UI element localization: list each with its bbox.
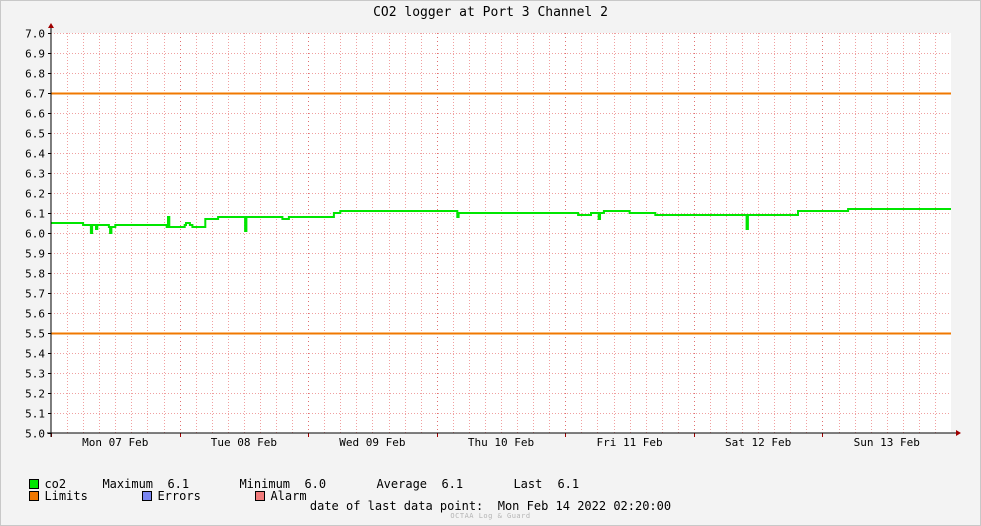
last-point-value: Mon Feb 14 2022 02:20:00 <box>497 499 672 513</box>
x-tick-label: Thu 10 Feb <box>468 436 534 449</box>
y-tick-label: 6.3 <box>25 168 45 181</box>
legend-max-value: 6.1 <box>167 477 190 491</box>
y-tick-label: 6.9 <box>25 48 45 61</box>
legend-alarm-label: Alarm <box>270 489 307 503</box>
legend-min-label: Minimum <box>239 477 291 491</box>
last-point-label: date of last data point: <box>309 499 484 513</box>
y-tick-label: 5.5 <box>25 328 45 341</box>
x-tick-label: Fri 11 Feb <box>596 436 662 449</box>
y-tick-label: 5.4 <box>25 348 45 361</box>
y-tick-label: 6.5 <box>25 128 45 141</box>
y-tick-label: 6.6 <box>25 108 45 121</box>
legend-avg-label: Average <box>376 477 428 491</box>
x-tick-label: Wed 09 Feb <box>339 436 405 449</box>
y-tick-label: 5.1 <box>25 408 45 421</box>
x-tick-label: Mon 07 Feb <box>82 436 148 449</box>
y-tick-label: 5.8 <box>25 268 45 281</box>
errors-swatch-icon <box>142 491 153 501</box>
watermark: OCTAA Log & Guard <box>450 512 531 520</box>
y-tick-label: 6.4 <box>25 148 45 161</box>
y-tick-label: 5.3 <box>25 368 45 381</box>
y-tick-label: 5.9 <box>25 248 45 261</box>
y-tick-label: 5.6 <box>25 308 45 321</box>
legend-last-label: Last <box>513 477 543 491</box>
co2-series-line <box>51 208 951 234</box>
legend-limits-label: Limits <box>44 489 88 503</box>
legend-min-value: 6.0 <box>304 477 327 491</box>
x-tick-label: Tue 08 Feb <box>211 436 277 449</box>
y-tick-label: 7.0 <box>25 28 45 41</box>
legend-errors-label: Errors <box>157 489 201 503</box>
legend-row-markers: Limits Errors Alarm <box>15 475 330 503</box>
legend-avg-value: 6.1 <box>441 477 464 491</box>
y-axis-arrow-icon <box>48 23 54 28</box>
legend-row-series: co2 Maximum 6.1 Minimum 6.0 Average 6.1 Last 6.1 <box>15 463 597 491</box>
y-tick-label: 5.0 <box>25 428 45 441</box>
y-tick-label: 6.0 <box>25 228 45 241</box>
y-tick-label: 6.7 <box>25 88 45 101</box>
y-tick-label: 6.8 <box>25 68 45 81</box>
alarm-swatch-icon <box>255 491 266 501</box>
y-tick-label: 5.7 <box>25 288 45 301</box>
x-tick-label: Sun 13 Feb <box>854 436 920 449</box>
y-tick-label: 6.2 <box>25 188 45 201</box>
co2-swatch-icon <box>29 479 40 489</box>
chart-title: CO2 logger at Port 3 Channel 2 <box>373 5 608 20</box>
legend-last-value: 6.1 <box>557 477 580 491</box>
limits-swatch-icon <box>29 491 40 501</box>
y-tick-label: 5.2 <box>25 388 45 401</box>
x-axis-arrow-icon <box>956 430 961 436</box>
x-tick-label: Sat 12 Feb <box>725 436 791 449</box>
y-tick-label: 6.1 <box>25 208 45 221</box>
last-data-point: date of last data point: Mon Feb 14 2022… <box>0 499 981 513</box>
legend-max-label: Maximum <box>102 477 154 491</box>
legend-series-name: co2 <box>44 477 67 491</box>
